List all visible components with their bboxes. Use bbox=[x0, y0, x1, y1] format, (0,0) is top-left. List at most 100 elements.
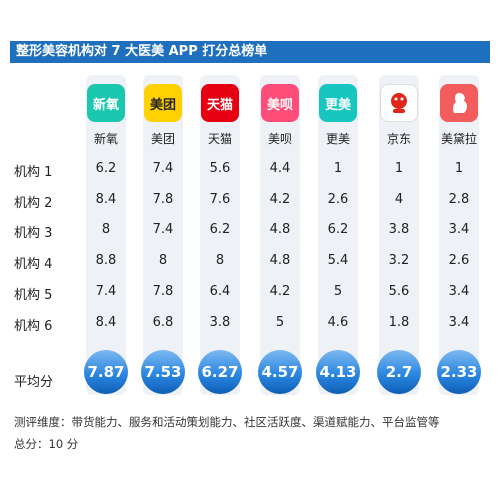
score-cell: 5.6 bbox=[209, 161, 231, 176]
app-name-label: 新氧 bbox=[93, 132, 118, 146]
score-cell: 5 bbox=[333, 284, 343, 299]
score-cell: 5 bbox=[275, 315, 285, 330]
score-cell: 3.4 bbox=[448, 315, 470, 330]
score-cell: 1 bbox=[333, 161, 343, 176]
column-background bbox=[379, 75, 419, 395]
score-cell: 7.8 bbox=[152, 284, 174, 299]
footnote-total: 总分：10 分 bbox=[14, 437, 79, 451]
average-row-label: 平均分 bbox=[14, 375, 54, 390]
score-cell: 2.6 bbox=[448, 253, 470, 268]
score-cell: 4.2 bbox=[269, 192, 291, 207]
score-cell: 6.8 bbox=[152, 315, 174, 330]
score-cell: 4 bbox=[394, 192, 404, 207]
app-icon-text: 美呗 bbox=[266, 97, 293, 113]
app-icon-text: 更美 bbox=[324, 97, 351, 113]
average-circle bbox=[316, 350, 360, 394]
column-background bbox=[143, 75, 183, 395]
score-cell: 7.4 bbox=[95, 284, 117, 299]
score-cell: 1 bbox=[394, 161, 404, 176]
xinyang-app-icon: 新氧 bbox=[87, 84, 125, 122]
average-score-badge: 7.53 bbox=[141, 350, 185, 396]
jd-app-icon bbox=[380, 84, 418, 122]
app-name-label: 美呗 bbox=[267, 132, 292, 146]
score-cell: 8 bbox=[158, 253, 168, 268]
institution-label: 机构 2 bbox=[14, 196, 53, 211]
average-score-value: 7.53 bbox=[144, 363, 182, 381]
meituan-app-icon: 美团 bbox=[144, 84, 182, 122]
score-cell: 8 bbox=[101, 222, 111, 237]
institution-label: 机构 4 bbox=[14, 257, 53, 272]
score-cell: 4.6 bbox=[327, 315, 349, 330]
average-score-value: 2.33 bbox=[440, 363, 478, 381]
column-background bbox=[439, 75, 479, 395]
average-score-badge: 6.27 bbox=[198, 350, 242, 396]
average-score-badge: 4.13 bbox=[316, 350, 360, 396]
score-cell: 8.4 bbox=[95, 192, 117, 207]
score-cell: 3.2 bbox=[388, 253, 410, 268]
score-cell: 1 bbox=[454, 161, 464, 176]
app-name-label: 更美 bbox=[325, 132, 350, 146]
tmall-app-icon: 天猫 bbox=[201, 84, 239, 122]
average-circle bbox=[141, 350, 185, 394]
average-circle bbox=[198, 350, 242, 394]
app-name-label: 京东 bbox=[386, 132, 411, 146]
institution-label: 机构 1 bbox=[14, 165, 53, 180]
app-name-label: 天猫 bbox=[207, 132, 232, 146]
average-score-badge: 7.87 bbox=[84, 350, 128, 396]
meibei-app-icon: 美呗 bbox=[261, 84, 299, 122]
average-score-value: 4.13 bbox=[319, 363, 357, 381]
score-cell: 7.6 bbox=[209, 192, 231, 207]
score-cell: 2.8 bbox=[448, 192, 470, 207]
score-cell: 6.2 bbox=[327, 222, 349, 237]
meidaila-silhouette-glyph bbox=[452, 93, 467, 113]
score-cell: 1.8 bbox=[388, 315, 410, 330]
average-circle bbox=[84, 350, 128, 394]
institution-label: 机构 3 bbox=[14, 226, 53, 241]
jd-dog-glyph bbox=[391, 93, 407, 113]
column-background bbox=[260, 75, 300, 395]
chart-title: 整形美容机构对 7 大医美 APP 打分总榜单 bbox=[10, 41, 490, 63]
score-cell: 3.8 bbox=[209, 315, 231, 330]
average-score-badge: 2.33 bbox=[437, 350, 481, 396]
score-cell: 7.4 bbox=[152, 161, 174, 176]
score-cell: 3.4 bbox=[448, 284, 470, 299]
score-cell: 7.4 bbox=[152, 222, 174, 237]
average-score-value: 7.87 bbox=[87, 363, 125, 381]
app-icon-text: 美团 bbox=[149, 97, 176, 113]
column-background bbox=[200, 75, 240, 395]
score-cell: 6.2 bbox=[95, 161, 117, 176]
score-cell: 4.2 bbox=[269, 284, 291, 299]
average-score-value: 4.57 bbox=[261, 363, 299, 381]
average-circle bbox=[437, 350, 481, 394]
score-cell: 2.6 bbox=[327, 192, 349, 207]
score-cell: 4.4 bbox=[269, 161, 291, 176]
average-circle bbox=[377, 350, 421, 394]
meidaila-app-icon bbox=[440, 84, 478, 122]
average-circle bbox=[258, 350, 302, 394]
score-cell: 3.8 bbox=[388, 222, 410, 237]
column-background bbox=[86, 75, 126, 395]
score-cell: 6.2 bbox=[209, 222, 231, 237]
app-icon-text: 天猫 bbox=[206, 97, 233, 113]
average-score-badge: 4.57 bbox=[258, 350, 302, 396]
score-cell: 3.4 bbox=[448, 222, 470, 237]
app-icon-text: 新氧 bbox=[92, 97, 119, 113]
score-cell: 5.6 bbox=[388, 284, 410, 299]
score-cell: 6.4 bbox=[209, 284, 231, 299]
column-background bbox=[318, 75, 358, 395]
average-score-value: 2.7 bbox=[385, 363, 413, 381]
footnote-dimensions: 测评维度：带货能力、服务和活动策划能力、社区活跃度、渠道赋能力、平台监管等 bbox=[14, 415, 440, 429]
app-name-label: 美团 bbox=[150, 132, 175, 146]
score-cell: 8 bbox=[215, 253, 225, 268]
gengmei-app-icon: 更美 bbox=[319, 84, 357, 122]
score-cell: 8.8 bbox=[95, 253, 117, 268]
institution-label: 机构 6 bbox=[14, 319, 53, 334]
average-score-value: 6.27 bbox=[201, 363, 239, 381]
score-cell: 4.8 bbox=[269, 222, 291, 237]
app-name-label: 美黛拉 bbox=[440, 132, 477, 146]
score-cell: 7.8 bbox=[152, 192, 174, 207]
score-cell: 8.4 bbox=[95, 315, 117, 330]
institution-label: 机构 5 bbox=[14, 288, 53, 303]
score-cell: 5.4 bbox=[327, 253, 349, 268]
score-cell: 4.8 bbox=[269, 253, 291, 268]
